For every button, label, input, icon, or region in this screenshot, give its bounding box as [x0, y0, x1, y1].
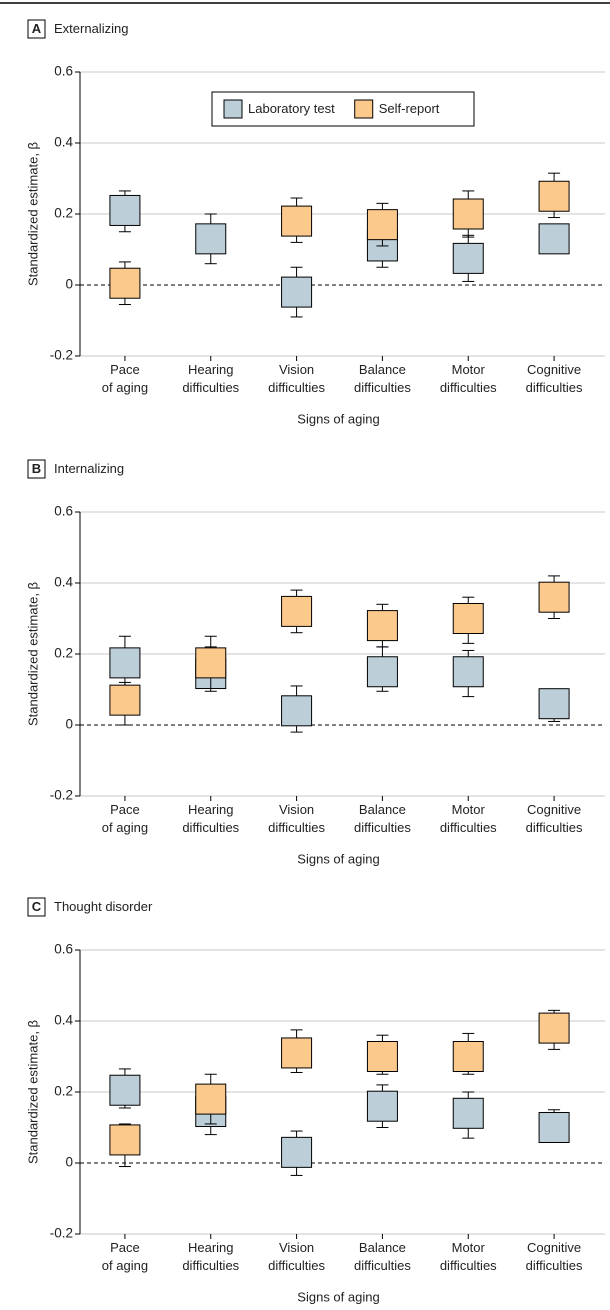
x-tick-label: Cognitive difficulties: [526, 1240, 583, 1273]
estimate-box: [366, 209, 398, 241]
x-tick-label: Cognitive difficulties: [526, 802, 583, 835]
panel-title: Internalizing: [54, 461, 124, 476]
panel-badge: [27, 459, 46, 479]
estimate-box: [452, 656, 484, 688]
estimate-box: [281, 205, 313, 237]
estimate-box: [195, 647, 227, 679]
panel-badge: [27, 19, 46, 39]
estimate-box: [281, 695, 313, 727]
y-tick-label: 0.2: [54, 1084, 73, 1099]
estimate-box: [452, 1097, 484, 1129]
panel-letter: C: [32, 899, 42, 914]
estimate-box: [195, 1083, 227, 1115]
x-tick-label: Hearing difficulties: [182, 802, 239, 835]
x-tick-label: Hearing difficulties: [182, 362, 239, 395]
x-tick-label: Pace of aging: [102, 802, 148, 835]
x-tick-label: Motor difficulties: [440, 1240, 497, 1273]
y-tick-label: 0.4: [54, 575, 73, 590]
estimate-box: [281, 276, 313, 308]
estimate-box: [538, 1012, 570, 1044]
x-tick-label: Vision difficulties: [268, 802, 325, 835]
x-tick-label: Balance difficulties: [354, 802, 411, 835]
y-tick-label: -0.2: [50, 1226, 73, 1241]
estimate-box: [366, 1041, 398, 1072]
y-tick-label: 0.6: [54, 504, 73, 519]
legend-swatch: [354, 99, 374, 119]
estimate-box: [366, 656, 398, 688]
x-tick-label: Motor difficulties: [440, 362, 497, 395]
x-tick-label: Balance difficulties: [354, 1240, 411, 1273]
legend-label: Laboratory test: [248, 101, 335, 116]
panel-letter: A: [32, 21, 42, 36]
x-tick-label: Cognitive difficulties: [526, 362, 583, 395]
y-axis-label: Standardized estimate, β: [25, 142, 40, 286]
y-tick-label: 0.4: [54, 135, 73, 150]
legend-frame: [211, 91, 475, 127]
estimate-box: [452, 603, 484, 634]
estimate-box: [366, 1090, 398, 1122]
estimate-box: [452, 1041, 484, 1072]
y-tick-label: 0.2: [54, 646, 73, 661]
y-tick-label: 0: [65, 277, 73, 292]
y-tick-label: 0.4: [54, 1013, 73, 1028]
panel-letter: B: [32, 461, 41, 476]
y-axis-label: Standardized estimate, β: [25, 582, 40, 726]
estimate-box: [109, 1074, 141, 1106]
y-tick-label: 0.2: [54, 206, 73, 221]
y-tick-label: 0.6: [54, 64, 73, 79]
estimate-box: [538, 223, 570, 255]
x-tick-label: Vision difficulties: [268, 1240, 325, 1273]
x-axis-label: Signs of aging: [297, 411, 379, 426]
estimate-box: [538, 1112, 570, 1143]
y-tick-label: 0: [65, 1155, 73, 1170]
y-tick-label: -0.2: [50, 788, 73, 803]
panel-badge: [27, 897, 46, 917]
estimate-box: [109, 647, 141, 679]
x-axis-label: Signs of aging: [297, 851, 379, 866]
legend-swatch: [223, 99, 243, 119]
estimate-box: [538, 581, 570, 613]
estimate-box: [538, 688, 570, 720]
y-tick-label: -0.2: [50, 348, 73, 363]
estimate-box: [195, 223, 227, 255]
y-tick-label: 0: [65, 717, 73, 732]
estimate-box: [452, 198, 484, 230]
x-tick-label: Vision difficulties: [268, 362, 325, 395]
panel-title: Externalizing: [54, 21, 128, 36]
estimate-box: [281, 1136, 313, 1168]
x-tick-label: Hearing difficulties: [182, 1240, 239, 1273]
estimate-box: [281, 595, 313, 627]
legend-label: Self-report: [379, 101, 440, 116]
x-axis-label: Signs of aging: [297, 1289, 379, 1304]
panel-title: Thought disorder: [54, 899, 153, 914]
estimate-box: [538, 180, 570, 212]
estimate-box: [109, 194, 141, 226]
estimate-box: [366, 610, 398, 642]
estimate-box: [452, 242, 484, 274]
x-tick-label: Motor difficulties: [440, 802, 497, 835]
x-tick-label: Balance difficulties: [354, 362, 411, 395]
estimate-box: [281, 1037, 313, 1069]
x-tick-label: Pace of aging: [102, 362, 148, 395]
estimate-box: [109, 684, 141, 716]
estimate-box: [109, 267, 141, 299]
estimate-box: [109, 1124, 141, 1156]
y-tick-label: 0.6: [54, 942, 73, 957]
x-tick-label: Pace of aging: [102, 1240, 148, 1273]
y-axis-label: Standardized estimate, β: [25, 1020, 40, 1164]
